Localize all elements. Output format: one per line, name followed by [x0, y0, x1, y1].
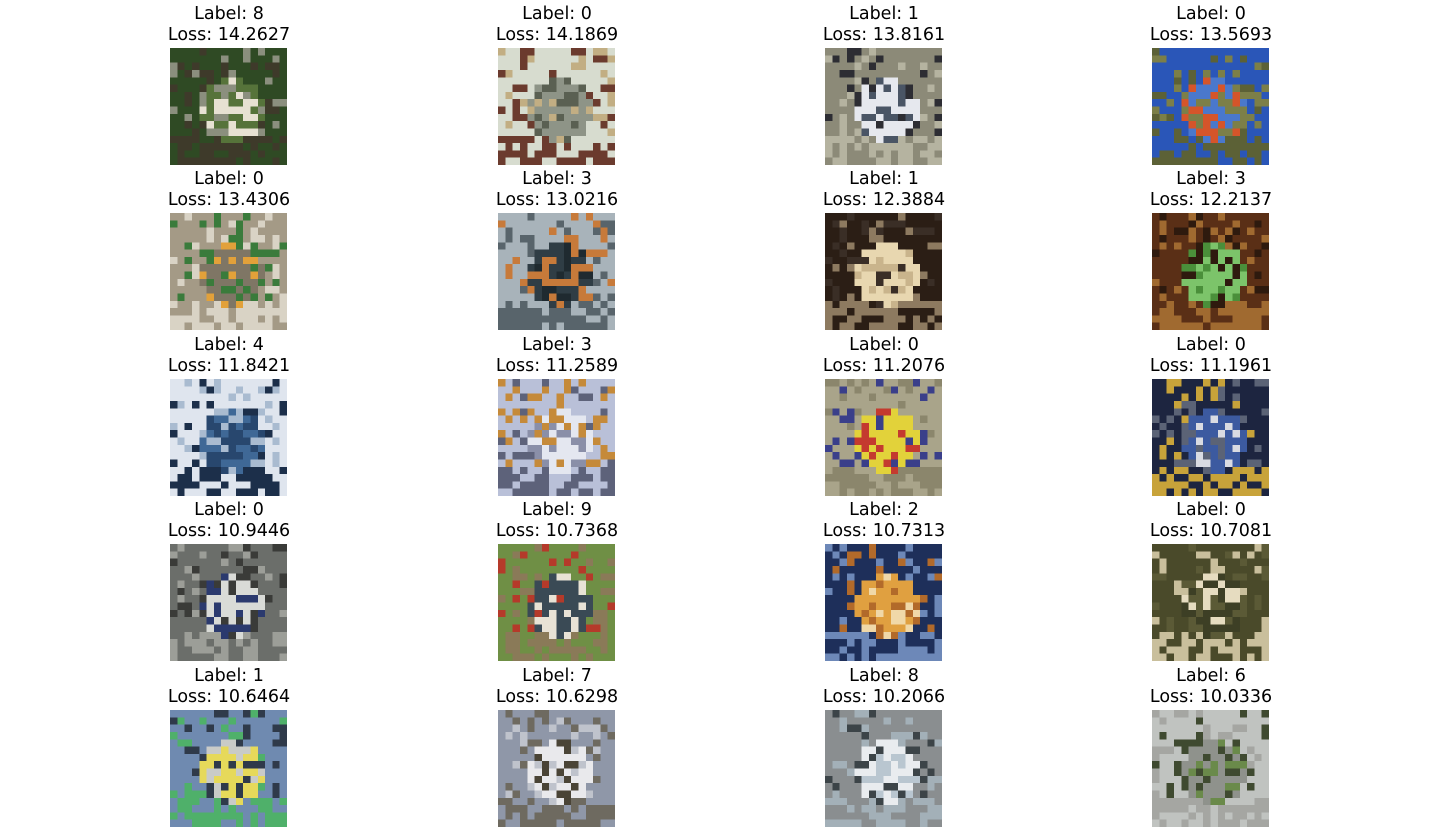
thumbnail-image-dark-cat [498, 213, 615, 330]
grid-cell: Label: 8 Loss: 14.2627 [119, 4, 339, 165]
thumbnail-image-airliner-front [170, 544, 287, 661]
thumbnail-image-cream-car [825, 213, 942, 330]
thumbnail-image-fighter-jet [498, 48, 615, 165]
cell-label: Label: 0 [522, 4, 592, 24]
cell-loss: Loss: 12.2137 [1149, 190, 1273, 210]
cell-loss: Loss: 13.0216 [495, 190, 619, 210]
thumbnail-image-sailboat-on-river [170, 48, 287, 165]
cell-label: Label: 1 [194, 666, 264, 686]
grid-cell: Label: 0 Loss: 11.2076 [774, 335, 994, 496]
grid-cell: Label: 6 Loss: 10.0336 [1101, 666, 1321, 827]
thumbnail-image-white-horse [498, 710, 615, 827]
cell-loss: Loss: 13.4306 [167, 190, 291, 210]
cell-loss: Loss: 10.0336 [1149, 687, 1273, 707]
cell-loss: Loss: 14.1869 [495, 25, 619, 45]
cell-label: Label: 3 [522, 335, 592, 355]
grid-cell: Label: 0 Loss: 10.9446 [119, 500, 339, 661]
cell-loss: Loss: 11.1961 [1149, 356, 1273, 376]
thumbnail-image-green-frog [1152, 213, 1269, 330]
cell-loss: Loss: 10.7313 [822, 521, 946, 541]
cell-loss: Loss: 10.7368 [495, 521, 619, 541]
cell-label: Label: 8 [194, 4, 264, 24]
cell-loss: Loss: 13.8161 [822, 25, 946, 45]
thumbnail-image-persian-cat [498, 379, 615, 496]
cell-label: Label: 4 [194, 335, 264, 355]
cell-loss: Loss: 11.8421 [167, 356, 291, 376]
cell-loss: Loss: 10.7081 [1149, 521, 1273, 541]
grid-cell: Label: 8 Loss: 10.2066 [774, 666, 994, 827]
cell-label: Label: 1 [849, 169, 919, 189]
cell-label: Label: 7 [522, 666, 592, 686]
grid-cell: Label: 2 Loss: 10.7313 [774, 500, 994, 661]
cell-loss: Loss: 10.9446 [167, 521, 291, 541]
thumbnail-image-bird-orange [825, 544, 942, 661]
cell-label: Label: 0 [1176, 335, 1246, 355]
cell-label: Label: 3 [522, 169, 592, 189]
cell-label: Label: 8 [849, 666, 919, 686]
thumbnail-image-frog-on-rock [1152, 710, 1269, 827]
cell-loss: Loss: 13.5693 [1149, 25, 1273, 45]
cell-loss: Loss: 12.3884 [822, 190, 946, 210]
cell-label: Label: 1 [849, 4, 919, 24]
grid-cell: Label: 3 Loss: 12.2137 [1101, 169, 1321, 330]
grid-cell: Label: 0 Loss: 13.4306 [119, 169, 339, 330]
thumbnail-image-truck-on-road [498, 544, 615, 661]
grid-cell: Label: 0 Loss: 13.5693 [1101, 4, 1321, 165]
cell-loss: Loss: 14.2627 [167, 25, 291, 45]
cell-label: Label: 9 [522, 500, 592, 520]
cell-label: Label: 0 [1176, 4, 1246, 24]
thumbnail-image-yellow-airplane [825, 379, 942, 496]
cell-loss: Loss: 11.2589 [495, 356, 619, 376]
cell-label: Label: 0 [849, 335, 919, 355]
thumbnail-image-stealth-bomber [1152, 544, 1269, 661]
thumbnail-image-sailboat-white [825, 710, 942, 827]
thumbnail-image-striped-airplane [1152, 379, 1269, 496]
grid-cell: Label: 3 Loss: 11.2589 [447, 335, 667, 496]
grid-cell: Label: 3 Loss: 13.0216 [447, 169, 667, 330]
grid-cell: Label: 1 Loss: 12.3884 [774, 169, 994, 330]
cell-label: Label: 3 [1176, 169, 1246, 189]
grid-cell: Label: 0 Loss: 10.7081 [1101, 500, 1321, 661]
grid-cell: Label: 9 Loss: 10.7368 [447, 500, 667, 661]
thumbnail-image-deer-in-snow [170, 379, 287, 496]
grid-cell: Label: 1 Loss: 10.6464 [119, 666, 339, 827]
cell-label: Label: 0 [1176, 500, 1246, 520]
cell-label: Label: 0 [194, 169, 264, 189]
grid-cell: Label: 7 Loss: 10.6298 [447, 666, 667, 827]
cell-loss: Loss: 10.6464 [167, 687, 291, 707]
grid-cell: Label: 1 Loss: 13.8161 [774, 4, 994, 165]
grid-cell: Label: 0 Loss: 14.1869 [447, 4, 667, 165]
cell-loss: Loss: 10.2066 [822, 687, 946, 707]
cell-label: Label: 6 [1176, 666, 1246, 686]
thumbnail-image-white-van [825, 48, 942, 165]
cell-label: Label: 0 [194, 500, 264, 520]
thumbnail-image-biplane-on-grass [1152, 48, 1269, 165]
cell-loss: Loss: 11.2076 [822, 356, 946, 376]
cell-loss: Loss: 10.6298 [495, 687, 619, 707]
thumbnail-image-airliner-tail [170, 213, 287, 330]
thumbnail-image-yellow-taxi [170, 710, 287, 827]
grid-cell: Label: 0 Loss: 11.1961 [1101, 335, 1321, 496]
grid-cell: Label: 4 Loss: 11.8421 [119, 335, 339, 496]
cell-label: Label: 2 [849, 500, 919, 520]
